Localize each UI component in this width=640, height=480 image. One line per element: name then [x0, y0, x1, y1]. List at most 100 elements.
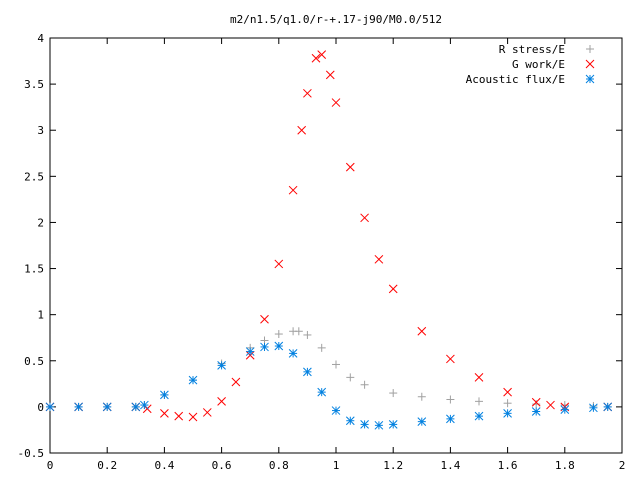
data-point: [360, 380, 369, 389]
legend-label: G work/E: [512, 58, 565, 71]
data-point: [217, 397, 226, 406]
data-point: [131, 402, 141, 412]
data-point: [560, 405, 570, 415]
data-point: [531, 407, 541, 416]
x-tick-label: 1.8: [555, 459, 575, 472]
data-point: [332, 360, 340, 369]
legend-label: Acoustic flux/E: [466, 73, 565, 86]
x-tick-label: 0.8: [269, 459, 289, 472]
data-point: [446, 395, 455, 404]
data-point: [603, 402, 613, 412]
x-tick-label: 0: [47, 459, 54, 472]
y-tick-label: 1: [37, 309, 44, 322]
data-point: [311, 53, 321, 63]
data-point: [331, 406, 341, 415]
data-point: [546, 400, 555, 410]
data-point: [503, 408, 512, 418]
data-point: [388, 420, 398, 429]
x-tick-label: 1.2: [383, 459, 403, 472]
data-point: [317, 343, 326, 352]
data-point: [417, 417, 427, 426]
legend: R stress/E G work/E Acoustic flux/E: [466, 43, 595, 86]
x-tick-label: 1.4: [440, 459, 460, 472]
x-tick-label: 0.4: [154, 459, 174, 472]
legend-marker: [586, 45, 594, 53]
y-tick-label: 3.5: [24, 78, 44, 91]
data-point: [303, 367, 312, 377]
data-points: [45, 50, 613, 430]
y-tick-label: 2.5: [24, 170, 44, 183]
data-point: [102, 402, 112, 412]
data-point: [274, 330, 283, 339]
data-point: [346, 373, 355, 382]
data-point: [417, 326, 427, 336]
data-point: [274, 259, 284, 269]
chart-title: m2/n1.5/q1.0/r-+.17-j90/M0.0/512: [230, 13, 442, 26]
series-1: [45, 50, 613, 422]
data-point: [360, 213, 369, 223]
data-point: [74, 402, 83, 412]
data-point: [174, 411, 184, 421]
axis-ticks: 0 0.2 0.4 0.6 0.8 1 1.2 1.4 1.6 1.8 2-0.500.511.52…: [18, 32, 626, 472]
data-point: [446, 354, 455, 364]
data-point: [474, 411, 484, 421]
x-tick-label: 0.6: [212, 459, 232, 472]
data-point: [274, 341, 284, 351]
data-point: [532, 400, 541, 409]
data-point: [345, 162, 355, 172]
data-point: [389, 389, 398, 398]
data-point: [503, 387, 512, 397]
data-point: [303, 330, 312, 339]
data-point: [297, 125, 307, 135]
legend-label: R stress/E: [499, 43, 565, 56]
data-point: [417, 392, 426, 401]
y-tick-label: 4: [37, 32, 44, 45]
x-tick-label: 0.2: [97, 459, 117, 472]
data-point: [294, 327, 303, 336]
data-point: [217, 361, 226, 370]
y-tick-label: 3: [37, 124, 44, 137]
data-point: [374, 254, 384, 264]
data-point: [360, 420, 369, 429]
data-point: [288, 185, 298, 195]
series-2: [45, 341, 613, 430]
data-point: [331, 98, 341, 107]
x-tick-label: 1.6: [498, 459, 518, 472]
data-point: [260, 342, 269, 352]
y-tick-label: 0.5: [24, 355, 44, 368]
data-point: [188, 375, 198, 385]
data-point: [345, 416, 355, 426]
plot-frame: [49, 37, 623, 454]
y-tick-label: -0.5: [18, 447, 45, 460]
data-point: [140, 400, 149, 410]
x-tick-label: 1: [333, 459, 340, 472]
data-point: [202, 408, 212, 417]
data-point: [325, 70, 335, 80]
data-point: [446, 414, 455, 424]
data-point: [531, 397, 541, 407]
data-point: [160, 408, 169, 418]
legend-marker: [585, 74, 595, 84]
data-point: [231, 377, 241, 387]
data-point: [503, 399, 512, 408]
data-point: [475, 397, 483, 406]
data-point: [589, 403, 598, 413]
data-point: [288, 349, 298, 358]
data-point: [388, 284, 398, 294]
x-tick-label: 2: [619, 459, 626, 472]
y-tick-label: 0: [37, 401, 44, 414]
data-point: [317, 387, 327, 397]
series-0: [46, 327, 612, 411]
y-tick-label: 1.5: [24, 263, 44, 276]
data-point: [188, 412, 198, 422]
data-point: [374, 420, 384, 430]
data-point: [160, 390, 169, 400]
y-tick-label: 2: [37, 216, 44, 229]
data-point: [260, 314, 269, 324]
data-point: [45, 402, 55, 412]
legend-marker: [585, 59, 595, 69]
data-point: [474, 373, 484, 382]
data-point: [303, 88, 312, 98]
data-point: [245, 347, 255, 356]
